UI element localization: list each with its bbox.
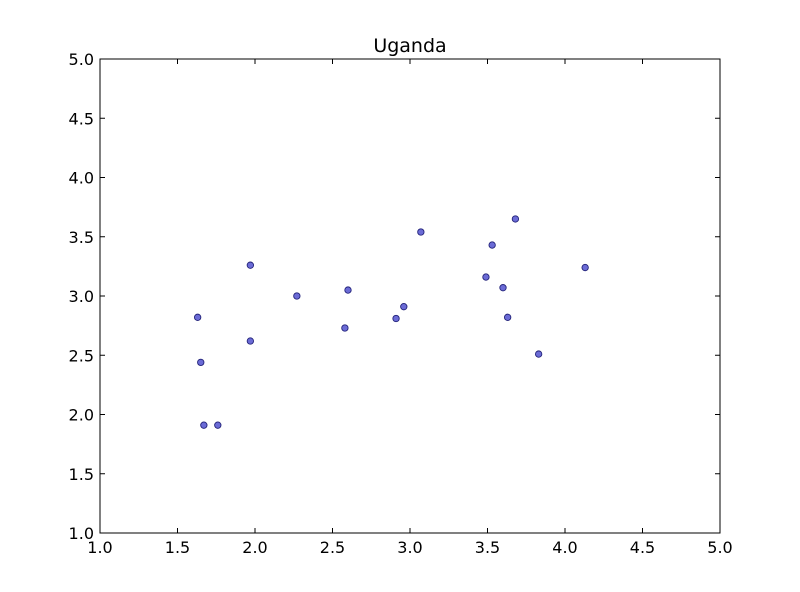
scatter-point xyxy=(392,314,400,323)
scatter-point xyxy=(400,303,408,311)
points-layer xyxy=(193,215,589,429)
scatter-point xyxy=(341,324,349,332)
y-tick-label: 2.0 xyxy=(69,406,94,425)
scatter-point xyxy=(193,313,202,321)
x-tick-label: 5.0 xyxy=(707,538,732,557)
scatter-point xyxy=(293,292,301,300)
x-tick-label: 3.5 xyxy=(475,538,500,557)
y-tick-label: 4.5 xyxy=(69,109,94,128)
y-tick-label: 4.0 xyxy=(69,169,94,188)
scatter-point xyxy=(499,284,507,292)
chart-title: Uganda xyxy=(373,35,446,57)
scatter-point xyxy=(511,215,520,223)
x-tick-label: 4.0 xyxy=(552,538,577,557)
y-tick-label: 3.5 xyxy=(69,228,94,247)
scatter-point xyxy=(197,358,205,367)
x-tick-label: 1.0 xyxy=(87,538,112,557)
y-tick-label: 2.5 xyxy=(69,346,94,365)
x-tick-label: 2.0 xyxy=(242,538,267,557)
y-tick-label: 3.0 xyxy=(69,287,94,306)
scatter-point xyxy=(246,261,255,269)
scatter-point xyxy=(214,421,222,429)
y-tick-label: 5.0 xyxy=(69,50,94,69)
scatter-point xyxy=(535,350,543,358)
x-tick-label: 3.0 xyxy=(397,538,422,557)
scatter-point xyxy=(417,228,425,236)
scatter-point xyxy=(482,273,490,281)
scatter-point xyxy=(200,421,208,429)
x-tick-label: 2.5 xyxy=(320,538,345,557)
scatter-point xyxy=(503,313,512,321)
y-tick-label: 1.5 xyxy=(69,465,94,484)
scatter-point xyxy=(488,241,496,249)
y-tick-label: 1.0 xyxy=(69,524,94,543)
x-tick-label: 1.5 xyxy=(165,538,190,557)
scatter-point xyxy=(581,263,589,272)
x-tick-label: 4.5 xyxy=(630,538,655,557)
plot-frame xyxy=(99,58,721,534)
scatter-point xyxy=(344,286,352,294)
ticks-layer: 1.0 1.5 2.0 2.5 3.0 3.5 4.0 4.5 5.0 1.0 1.5 2.0 2.5 3… xyxy=(69,50,733,557)
scatter-point xyxy=(246,337,255,345)
